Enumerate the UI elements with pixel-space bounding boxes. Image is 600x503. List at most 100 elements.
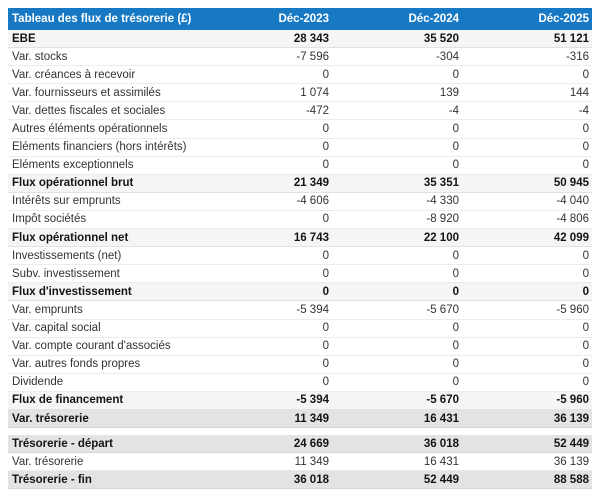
table-row: Var. trésorerie 11 349 16 431 36 139 <box>8 409 592 429</box>
table-row: Flux opérationnel brut 21 349 35 351 50 … <box>8 174 592 193</box>
row-value-dec-2023: 0 <box>322 376 329 389</box>
row-value-dec-2025: 50 945 <box>553 177 589 190</box>
row-value-dec-2024: 0 <box>452 267 459 280</box>
column-header-dec-2024: Déc-2024 <box>408 13 459 25</box>
row-value-dec-2024: 0 <box>452 123 459 136</box>
row-value-dec-2024: -304 <box>435 50 459 63</box>
table-row: Eléments exceptionnels 0 0 0 <box>8 156 592 175</box>
row-value-dec-2023: -7 596 <box>296 50 329 63</box>
row-value-dec-2023: 0 <box>322 213 329 226</box>
row-label: Flux opérationnel brut <box>12 177 134 190</box>
row-label: Trésorerie - fin <box>12 473 92 486</box>
row-value-dec-2023: 0 <box>322 68 329 81</box>
row-value-dec-2025: 0 <box>582 141 589 154</box>
table-row: Autres éléments opérationnels 0 0 0 <box>8 120 592 139</box>
row-value-dec-2023: -5 394 <box>296 303 329 316</box>
row-value-dec-2024: 16 431 <box>423 412 459 425</box>
table-row: Impôt sociétés 0 -8 920 -4 806 <box>8 210 592 230</box>
row-label: Autres éléments opérationnels <box>12 123 168 136</box>
row-value-dec-2024: 36 018 <box>423 437 459 450</box>
row-value-dec-2025: 0 <box>582 322 589 335</box>
cash-flow-table: Tableau des flux de trésorerie (£) Déc-2… <box>8 8 592 490</box>
table-row: Var. stocks -7 596 -304 -316 <box>8 48 592 67</box>
row-value-dec-2025: -5 960 <box>556 303 589 316</box>
table-row: Investissements (net) 0 0 0 <box>8 247 592 266</box>
row-value-dec-2025: 144 <box>569 86 589 99</box>
table-header-row: Tableau des flux de trésorerie (£) Déc-2… <box>8 8 592 30</box>
row-label: Impôt sociétés <box>12 213 87 226</box>
row-label: Eléments exceptionnels <box>12 159 134 172</box>
row-value-dec-2024: 0 <box>452 358 459 371</box>
row-value-dec-2024: 0 <box>452 249 459 262</box>
row-value-dec-2023: 0 <box>322 285 329 298</box>
row-value-dec-2025: 0 <box>582 285 589 298</box>
row-value-dec-2024: 0 <box>452 68 459 81</box>
row-label: Var. emprunts <box>12 303 83 316</box>
table-row: Var. dettes fiscales et sociales -472 -4… <box>8 102 592 121</box>
column-header-dec-2025: Déc-2025 <box>538 13 589 25</box>
table-row: Var. emprunts -5 394 -5 670 -5 960 <box>8 301 592 320</box>
row-label: Investissements (net) <box>12 249 122 262</box>
table-row: Var. créances à recevoir 0 0 0 <box>8 66 592 85</box>
row-value-dec-2024: 35 351 <box>423 177 459 190</box>
table-row: Intérêts sur emprunts -4 606 -4 330 -4 0… <box>8 192 592 211</box>
row-value-dec-2023: 11 349 <box>294 412 329 425</box>
table-body: EBE 28 343 35 520 51 121 Var. stocks -7 … <box>8 30 592 490</box>
table-row: Var. capital social 0 0 0 <box>8 319 592 338</box>
row-label: Subv. investissement <box>12 267 120 280</box>
row-value-dec-2023: 0 <box>322 358 329 371</box>
row-value-dec-2024: -8 920 <box>426 213 459 226</box>
row-value-dec-2024: 0 <box>452 285 459 298</box>
row-value-dec-2025: -4 040 <box>556 195 589 208</box>
row-value-dec-2025: 52 449 <box>553 437 589 450</box>
row-value-dec-2024: 139 <box>439 86 459 99</box>
table-row: Eléments financiers (hors intérêts) 0 0 … <box>8 138 592 157</box>
row-value-dec-2025: -5 960 <box>556 394 589 407</box>
table-row: Subv. investissement 0 0 0 <box>8 265 592 284</box>
row-label: EBE <box>12 32 36 45</box>
row-value-dec-2024: 0 <box>452 322 459 335</box>
row-value-dec-2025: 42 099 <box>553 231 589 244</box>
row-value-dec-2024: 0 <box>452 141 459 154</box>
row-value-dec-2025: 0 <box>582 249 589 262</box>
row-value-dec-2024: -5 670 <box>426 303 459 316</box>
row-value-dec-2025: 0 <box>582 376 589 389</box>
table-row: Var. autres fonds propres 0 0 0 <box>8 355 592 374</box>
row-value-dec-2025: 0 <box>582 358 589 371</box>
row-label: Flux de financement <box>12 394 124 407</box>
row-value-dec-2025: -4 806 <box>556 213 589 226</box>
row-label: Dividende <box>12 376 64 389</box>
table-row: Trésorerie - départ 24 669 36 018 52 449 <box>8 435 592 454</box>
row-value-dec-2023: 28 343 <box>293 32 329 45</box>
row-label: Trésorerie - départ <box>12 437 113 450</box>
row-value-dec-2024: -5 670 <box>426 394 459 407</box>
row-value-dec-2023: 16 743 <box>293 231 329 244</box>
row-value-dec-2024: 0 <box>452 376 459 389</box>
table-row: Var. compte courant d'associés 0 0 0 <box>8 337 592 356</box>
row-value-dec-2023: 24 669 <box>293 437 329 450</box>
row-label: Eléments financiers (hors intérêts) <box>12 141 187 154</box>
row-value-dec-2024: 0 <box>452 340 459 353</box>
row-value-dec-2023: -472 <box>305 104 329 117</box>
row-value-dec-2025: 36 139 <box>553 455 589 468</box>
row-value-dec-2025: 36 139 <box>553 412 589 425</box>
table-row: Var. fournisseurs et assimilés 1 074 139… <box>8 84 592 103</box>
row-label: Var. fournisseurs et assimilés <box>12 86 161 99</box>
row-label: Var. autres fonds propres <box>12 358 141 371</box>
table-row: Dividende 0 0 0 <box>8 373 592 392</box>
row-label: Flux d'investissement <box>12 285 132 298</box>
table-row: EBE 28 343 35 520 51 121 <box>8 30 592 49</box>
column-header-dec-2023: Déc-2023 <box>278 13 329 25</box>
row-value-dec-2025: 0 <box>582 267 589 280</box>
row-label: Var. trésorerie <box>12 455 84 468</box>
table-row: Flux de financement -5 394 -5 670 -5 960 <box>8 391 592 410</box>
row-value-dec-2024: 0 <box>452 159 459 172</box>
row-label: Intérêts sur emprunts <box>12 195 121 208</box>
row-value-dec-2023: 0 <box>322 267 329 280</box>
row-value-dec-2023: 0 <box>322 340 329 353</box>
row-value-dec-2024: 35 520 <box>423 32 459 45</box>
row-value-dec-2023: -5 394 <box>296 394 329 407</box>
row-label: Var. créances à recevoir <box>12 68 136 81</box>
row-value-dec-2025: 0 <box>582 68 589 81</box>
row-value-dec-2025: 88 588 <box>553 473 589 486</box>
